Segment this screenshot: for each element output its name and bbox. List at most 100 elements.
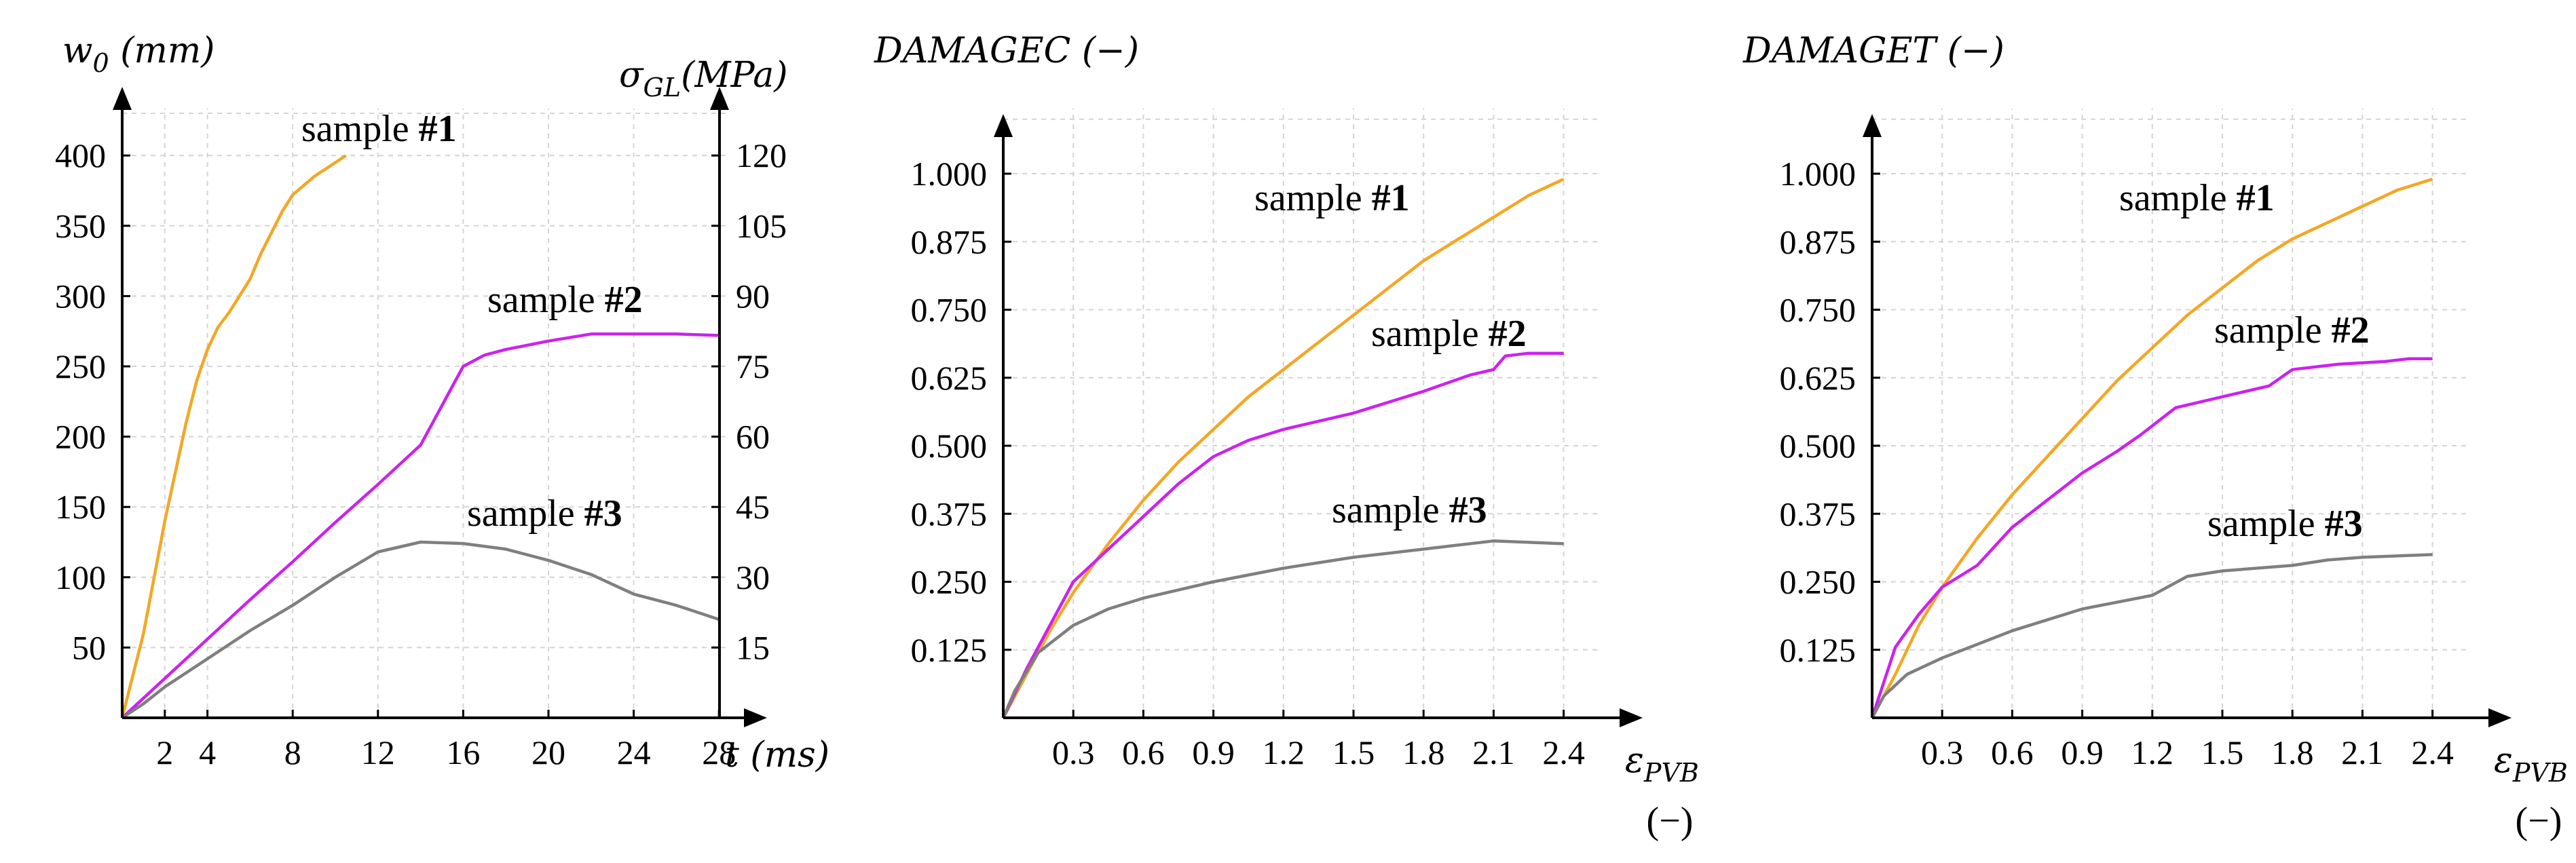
y-axis-label: DAMAGEC (−)	[874, 31, 1139, 71]
x-tick-label: 28	[702, 733, 736, 771]
series-label-prefix: sample	[301, 108, 419, 150]
y-axis-label-right-main: σ	[619, 55, 644, 96]
x-tick-label: 4	[199, 733, 216, 771]
series-label-number: #1	[1372, 177, 1410, 219]
series-label-number: #2	[1489, 313, 1527, 355]
y-tick-label: 1.000	[911, 155, 988, 193]
y-axis-arrow	[994, 114, 1013, 137]
labels: 2 4 8 12 16 20 24 28 50 15 100 30 150 45 200 60 250 75 300…	[55, 31, 829, 775]
y-tick-label-left: 300	[55, 277, 106, 315]
grid	[1872, 109, 2471, 718]
y-tick-label: 0.625	[911, 359, 988, 397]
y-axis-label-right-sub: GL	[643, 73, 682, 102]
y-tick-label: 0.375	[911, 495, 988, 533]
y-tick-label: 0.625	[1780, 359, 1856, 397]
y-tick-label-left: 150	[55, 488, 106, 526]
x-tick-label: 1.8	[2271, 733, 2314, 771]
y-tick-label-right: 75	[736, 347, 770, 385]
y-tick-label-right: 15	[736, 628, 770, 666]
x-axis-label-unit: (−)	[2516, 800, 2562, 842]
y-tick-label-left: 100	[55, 558, 106, 596]
y-axis-arrow	[113, 87, 132, 110]
x-tick-label: 0.9	[2061, 733, 2104, 771]
series-label-2: sample #2	[487, 279, 643, 321]
y-axis-label-right: σGL(MPa)	[619, 55, 788, 102]
y-tick-label: 0.875	[911, 223, 988, 261]
x-tick-label: 20	[531, 733, 565, 771]
series-lines	[120, 154, 720, 719]
x-tick-label: 1.5	[2201, 733, 2244, 771]
series-label-prefix: sample	[1332, 489, 1449, 531]
series-label-number: #2	[605, 279, 643, 321]
y-axis-label-left: w0 (mm)	[62, 31, 214, 78]
y-tick-label-right: 45	[736, 488, 770, 526]
y-tick-label: 0.875	[1780, 223, 1856, 261]
x-tick-label: 1.2	[1263, 733, 1305, 771]
panel-left-w0-sigma-vs-time: 2 4 8 12 16 20 24 28 50 15 100 30 150 45 200 60 250 75 300…	[55, 31, 829, 775]
labels: 0.3 0.6 0.9 1.2 1.5 1.8 2.1 2.4 0.125 0.250 0.375 0…	[1742, 31, 2568, 842]
y-tick-label-right: 60	[736, 418, 770, 456]
y-tick-label: 0.250	[1780, 563, 1856, 601]
x-axis-label-unit: (−)	[1647, 800, 1694, 842]
x-axis-label-main: ε	[1625, 740, 1644, 781]
series-label-3: sample #3	[2207, 503, 2363, 545]
y-axis-arrow	[1863, 114, 1882, 137]
axes	[113, 87, 767, 727]
panel-middle-damagec-vs-strain: 0.3 0.6 0.9 1.2 1.5 1.8 2.1 2.4 0.125 0.250 0.375 0…	[874, 31, 1699, 842]
grid	[1003, 109, 1602, 718]
series-label-number: #3	[1449, 489, 1487, 531]
x-tick-label: 2	[156, 733, 173, 771]
x-tick-label: 1.5	[1332, 733, 1375, 771]
axes	[994, 114, 1643, 727]
y-tick-label: 0.500	[1780, 427, 1856, 465]
series-lines	[1001, 177, 1565, 719]
series-label-prefix: sample	[2214, 309, 2332, 351]
series-lines	[1870, 177, 2433, 719]
series-line-sample-1	[120, 154, 347, 718]
series-label-1: sample #1	[301, 108, 457, 150]
x-axis-label-sub: PVB	[1643, 758, 1699, 788]
x-tick-label: 12	[361, 733, 395, 771]
y-tick-label-right: 30	[736, 558, 770, 596]
y-tick-label-left: 200	[55, 418, 106, 456]
series-line-sample-1	[1002, 177, 1565, 719]
x-axis-arrow	[2488, 708, 2512, 727]
series-line-sample-2	[1870, 357, 2433, 718]
series-line-sample-2	[121, 332, 720, 719]
x-tick-label: 0.3	[1052, 733, 1095, 771]
series-label-prefix: sample	[1371, 313, 1489, 355]
series-label-prefix: sample	[1254, 177, 1372, 219]
y-tick-label-right: 90	[736, 277, 770, 315]
y-tick-label: 1.000	[1780, 155, 1856, 193]
y-tick-label: 0.125	[1780, 631, 1856, 669]
y-tick-label: 0.750	[1780, 291, 1856, 329]
y-tick-label: 0.375	[1780, 495, 1856, 533]
x-axis-label-main: ε	[2494, 740, 2513, 781]
series-label-prefix: sample	[2119, 177, 2237, 219]
series-label-prefix: sample	[487, 279, 605, 321]
x-axis-label: εPVB	[1625, 740, 1699, 788]
series-label-1: sample #1	[1254, 177, 1410, 219]
series-line-sample-2	[1001, 351, 1564, 718]
panel-right-damaget-vs-strain: 0.3 0.6 0.9 1.2 1.5 1.8 2.1 2.4 0.125 0.250 0.375 0…	[1742, 31, 2568, 842]
y-axis-label-right-unit: (MPa)	[681, 55, 787, 96]
grid	[122, 109, 726, 718]
y-tick-label-left: 400	[55, 136, 106, 174]
series-label-3: sample #3	[1332, 489, 1487, 531]
y-tick-label-right: 120	[736, 136, 787, 174]
series-line-sample-3	[1871, 553, 2433, 719]
axes	[1863, 114, 2512, 727]
series-label-3: sample #3	[467, 493, 622, 535]
series-line-sample-3	[1001, 539, 1564, 718]
x-axis-arrow	[1620, 708, 1643, 727]
series-label-2: sample #2	[2214, 309, 2370, 351]
x-tick-label: 16	[446, 733, 480, 771]
labels: 0.3 0.6 0.9 1.2 1.5 1.8 2.1 2.4 0.125 0.250 0.375 0…	[874, 31, 1699, 842]
y-tick-label-right: 105	[736, 207, 787, 245]
x-tick-label: 0.3	[1921, 733, 1964, 771]
series-label-number: #2	[2332, 309, 2370, 351]
series-label-number: #3	[584, 493, 622, 535]
y-axis-label-left-unit: (mm)	[109, 31, 215, 71]
series-line-sample-3	[121, 540, 720, 719]
